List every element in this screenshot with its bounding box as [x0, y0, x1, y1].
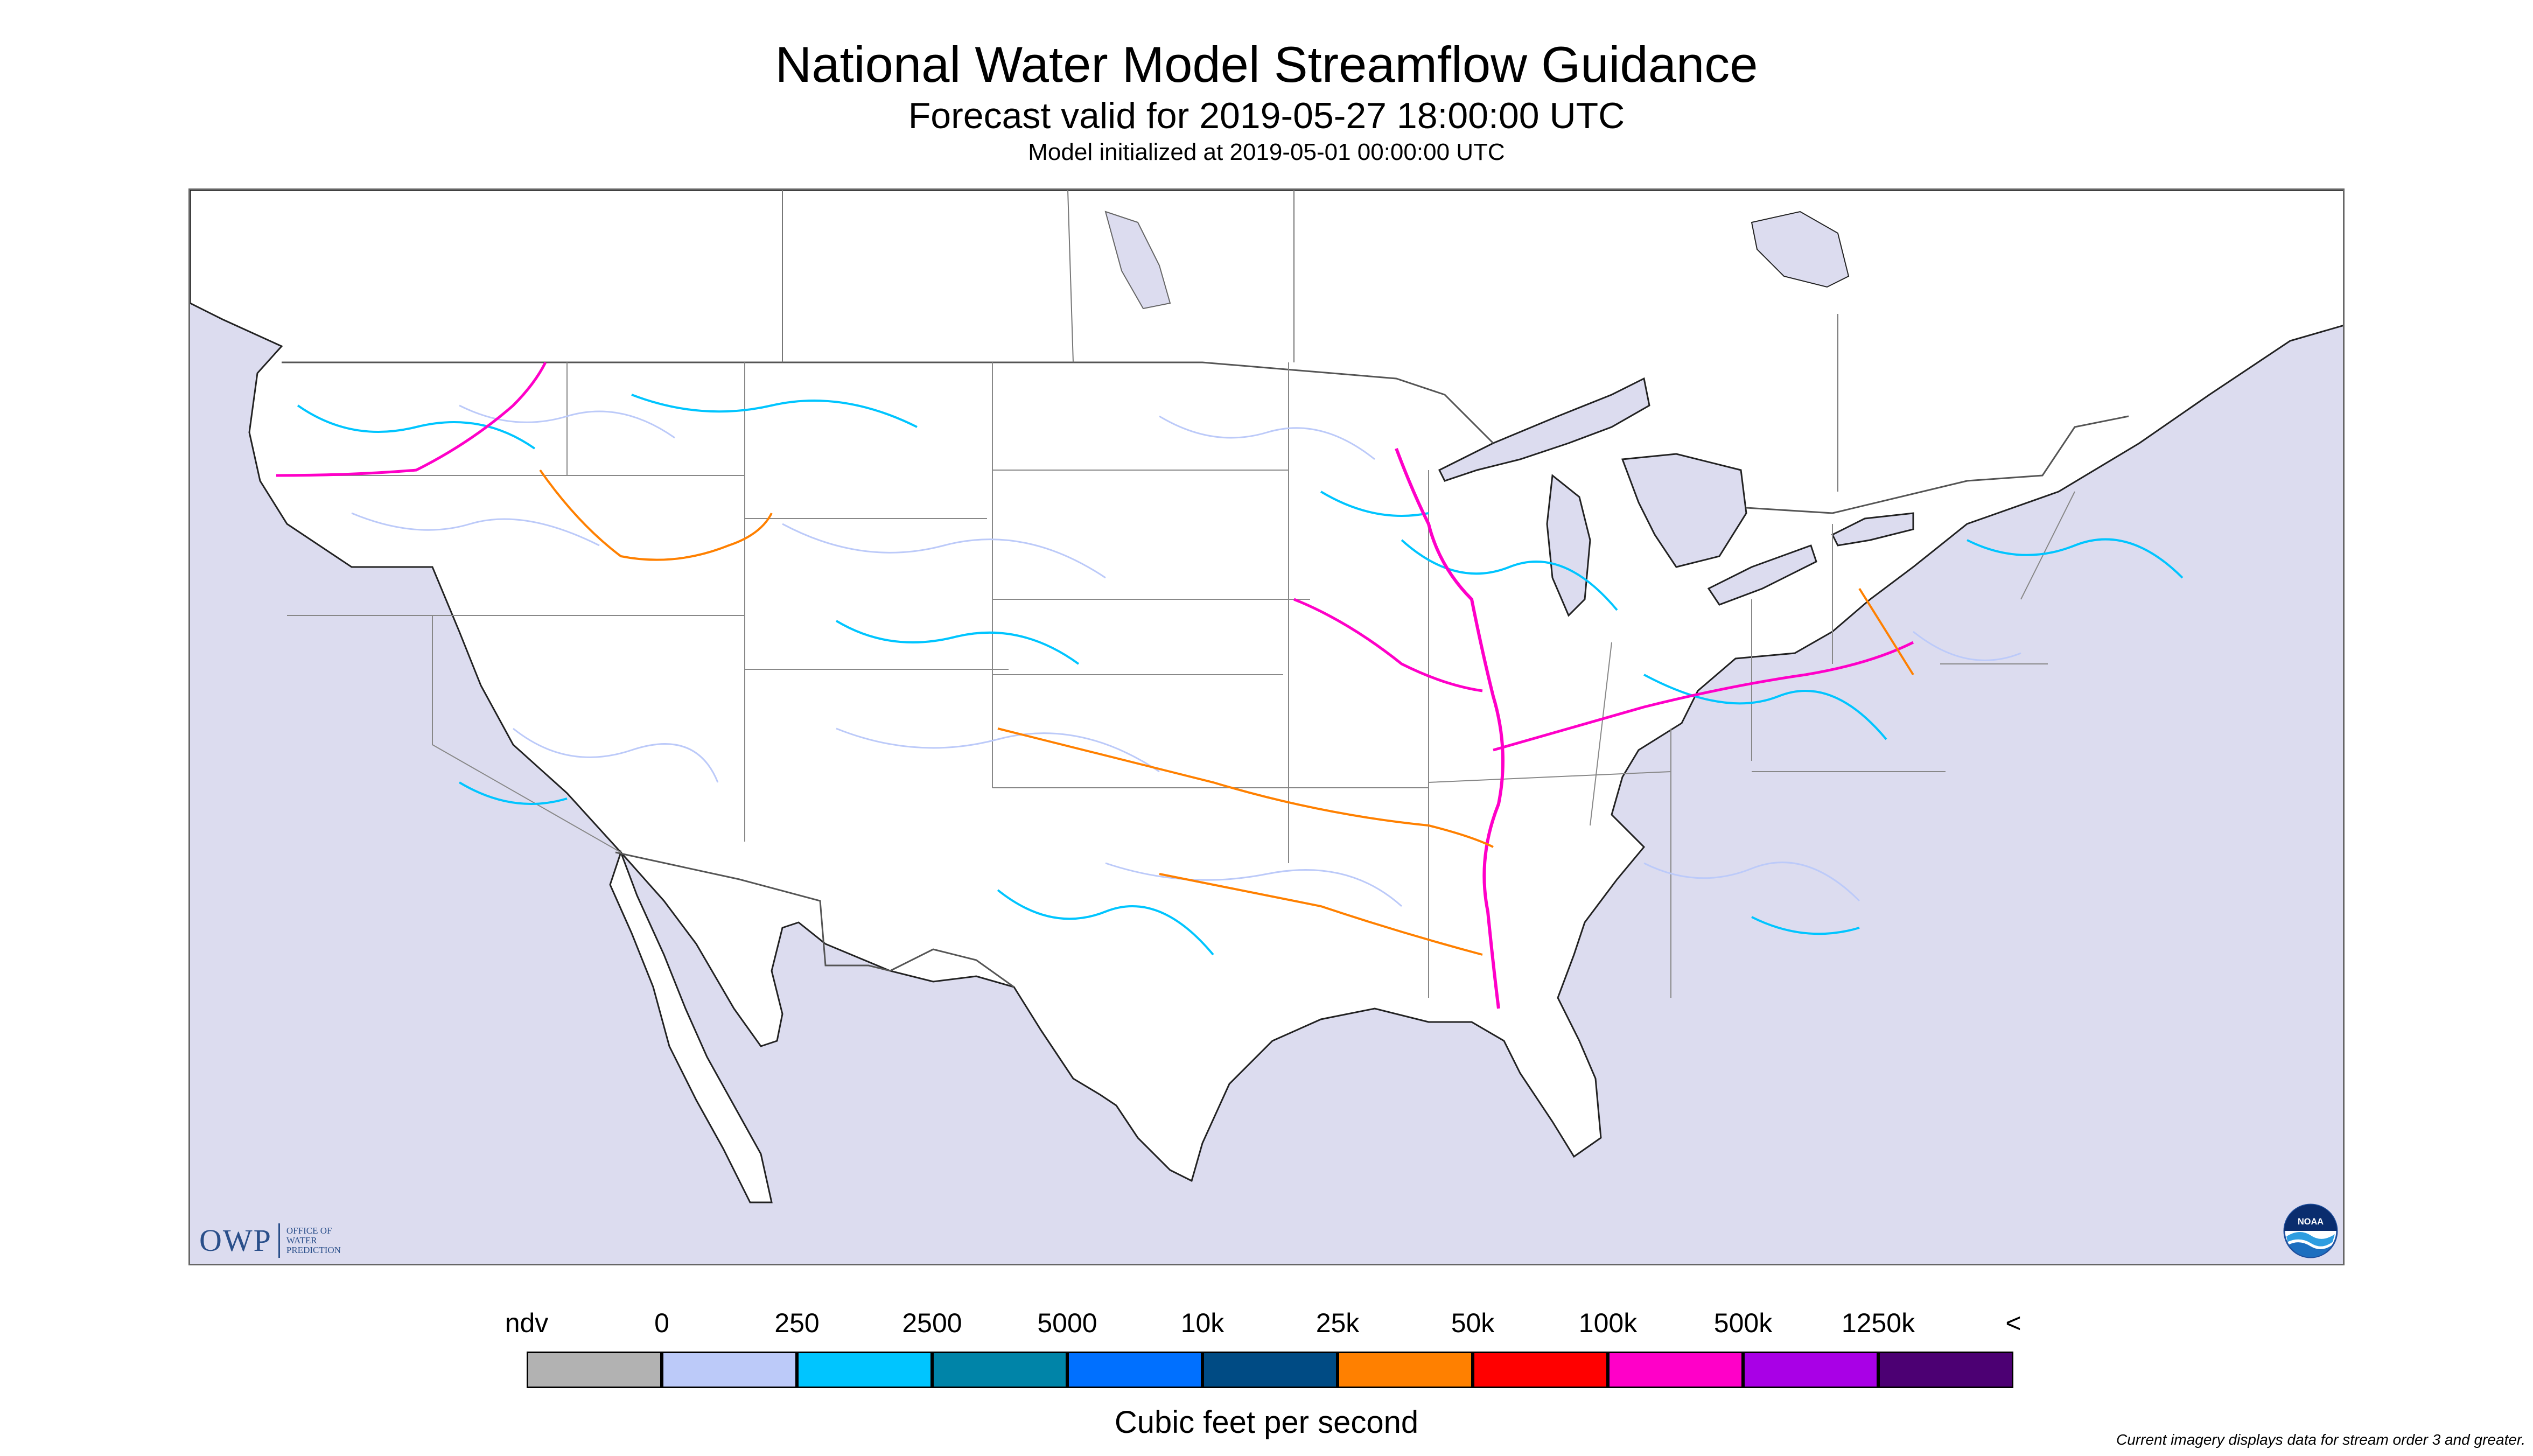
- stream-order-footnote: Current imagery displays data for stream…: [2116, 1431, 2525, 1448]
- mexico-us-border: [615, 851, 1014, 988]
- baja-peninsula: [609, 850, 773, 1203]
- legend-swatch: [1067, 1352, 1202, 1388]
- legend-label: 5000: [1037, 1308, 1097, 1338]
- legend-swatch: [797, 1352, 932, 1388]
- color-legend: ndv 0 250 2500 5000 10k 25k 50k 100k 500k 1250k <: [0, 1298, 2533, 1389]
- legend-label: 250: [774, 1308, 820, 1338]
- lake-huron: [1621, 453, 1747, 568]
- legend-label: 25k: [1316, 1308, 1360, 1338]
- missouri-river: [1293, 598, 1483, 692]
- owp-logo-divider: [278, 1223, 280, 1258]
- legend-swatch: [932, 1352, 1067, 1388]
- legend-label: ndv: [505, 1308, 549, 1338]
- snake-river: [539, 469, 773, 561]
- legend-label: 500k: [1713, 1308, 1773, 1338]
- arkansas-river: [997, 727, 1494, 848]
- legend-swatch: [1878, 1352, 2013, 1388]
- red-river: [1159, 873, 1483, 956]
- owp-line-1: OFFICE OF: [286, 1225, 332, 1236]
- hudson-bay-fragment: [1751, 211, 1850, 288]
- lake-winnipeg: [1104, 211, 1171, 310]
- legend-swatch: [662, 1352, 797, 1388]
- legend-swatch: [1202, 1352, 1338, 1388]
- state-borders: [287, 362, 2075, 998]
- legend-label: 100k: [1578, 1308, 1638, 1338]
- legend-swatch: [1743, 1352, 1878, 1388]
- province-borders: [782, 190, 1838, 492]
- legend-label: 1250k: [1841, 1308, 1915, 1338]
- lake-michigan: [1546, 474, 1591, 617]
- rivers-moderate-flow: [297, 394, 2184, 956]
- legend-label: 10k: [1180, 1308, 1224, 1338]
- model-init-time: Model initialized at 2019-05-01 00:00:00…: [1028, 139, 1505, 165]
- owp-logo: OWP OFFICE OF WATER PREDICTION: [199, 1222, 341, 1258]
- legend-swatch: [1338, 1352, 1473, 1388]
- noaa-logo-icon: NOAA: [2283, 1203, 2338, 1258]
- map-canvas: [190, 190, 2343, 1203]
- owp-line-2: WATER: [286, 1235, 317, 1245]
- legend-units-label: Cubic feet per second: [1114, 1405, 1419, 1440]
- legend-swatch: [1608, 1352, 1743, 1388]
- mississippi-river: [1395, 447, 1505, 1009]
- owp-logo-text: OWP: [199, 1223, 272, 1258]
- map-title: National Water Model Streamflow Guidance: [775, 36, 1758, 93]
- legend-label: <: [2005, 1308, 2021, 1338]
- legend-swatch: [1473, 1352, 1608, 1388]
- lake-superior: [1438, 377, 1650, 482]
- lake-ontario: [1831, 512, 1914, 547]
- forecast-valid-time: Forecast valid for 2019-05-27 18:00:00 U…: [908, 95, 1625, 136]
- ohio-river: [1493, 641, 1914, 752]
- legend-label: 0: [654, 1308, 669, 1338]
- noaa-logo-text: NOAA: [2298, 1217, 2324, 1227]
- columbia-river: [276, 361, 547, 477]
- rivers-low-flow: [351, 404, 2021, 907]
- susquehanna-river: [1858, 587, 1914, 676]
- owp-line-3: PREDICTION: [286, 1244, 341, 1255]
- lake-erie: [1707, 544, 1817, 606]
- legend-label: 2500: [902, 1308, 962, 1338]
- streamflow-map[interactable]: [188, 188, 2345, 1265]
- canada-us-border: [282, 361, 2129, 514]
- legend-swatch: [527, 1352, 662, 1388]
- legend-label: 50k: [1451, 1308, 1495, 1338]
- owp-logo-subtext: OFFICE OF WATER PREDICTION: [286, 1226, 341, 1255]
- land-mass: [190, 190, 2343, 1182]
